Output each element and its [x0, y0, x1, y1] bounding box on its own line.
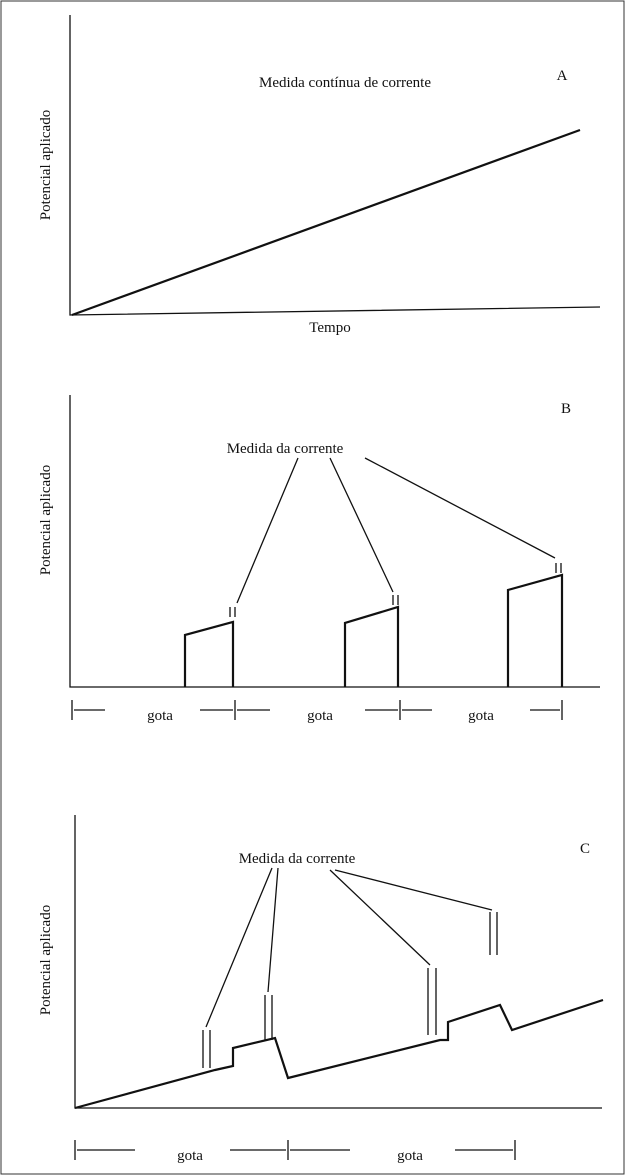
panel-label: C — [580, 841, 590, 857]
y-label: Potencial aplicado — [38, 905, 54, 1015]
measure-ticks — [202, 912, 498, 1068]
panel-title: Medida contínua de corrente — [259, 75, 431, 91]
interval-label: gota — [397, 1148, 423, 1164]
measure-ticks — [229, 563, 562, 617]
annotation: Medida da corrente — [239, 851, 356, 867]
staircase — [74, 998, 604, 1110]
panel-a: Medida contínua de corrente A Potencial … — [38, 15, 601, 336]
pulses — [183, 573, 564, 687]
panel-c: Medida da corrente C Potencial aplicado … — [38, 815, 604, 1164]
x-label: Tempo — [309, 320, 350, 336]
interval-label: gota — [177, 1148, 203, 1164]
interval-label: gota — [468, 708, 494, 724]
panel-b: Medida da corrente B Potencial aplicado … — [38, 395, 600, 724]
interval-markers — [71, 700, 563, 720]
panel-label: A — [557, 68, 568, 84]
interval-label: gota — [307, 708, 333, 724]
interval-markers — [74, 1140, 516, 1160]
axes — [69, 395, 600, 688]
panel-label: B — [561, 401, 571, 417]
interval-label: gota — [147, 708, 173, 724]
leader-lines — [205, 867, 493, 1028]
axes — [69, 15, 601, 316]
y-label: Potencial aplicado — [38, 110, 54, 220]
leader-lines — [236, 457, 556, 604]
ramp — [71, 128, 581, 317]
annotation: Medida da corrente — [227, 441, 344, 457]
y-label: Potencial aplicado — [38, 465, 54, 575]
